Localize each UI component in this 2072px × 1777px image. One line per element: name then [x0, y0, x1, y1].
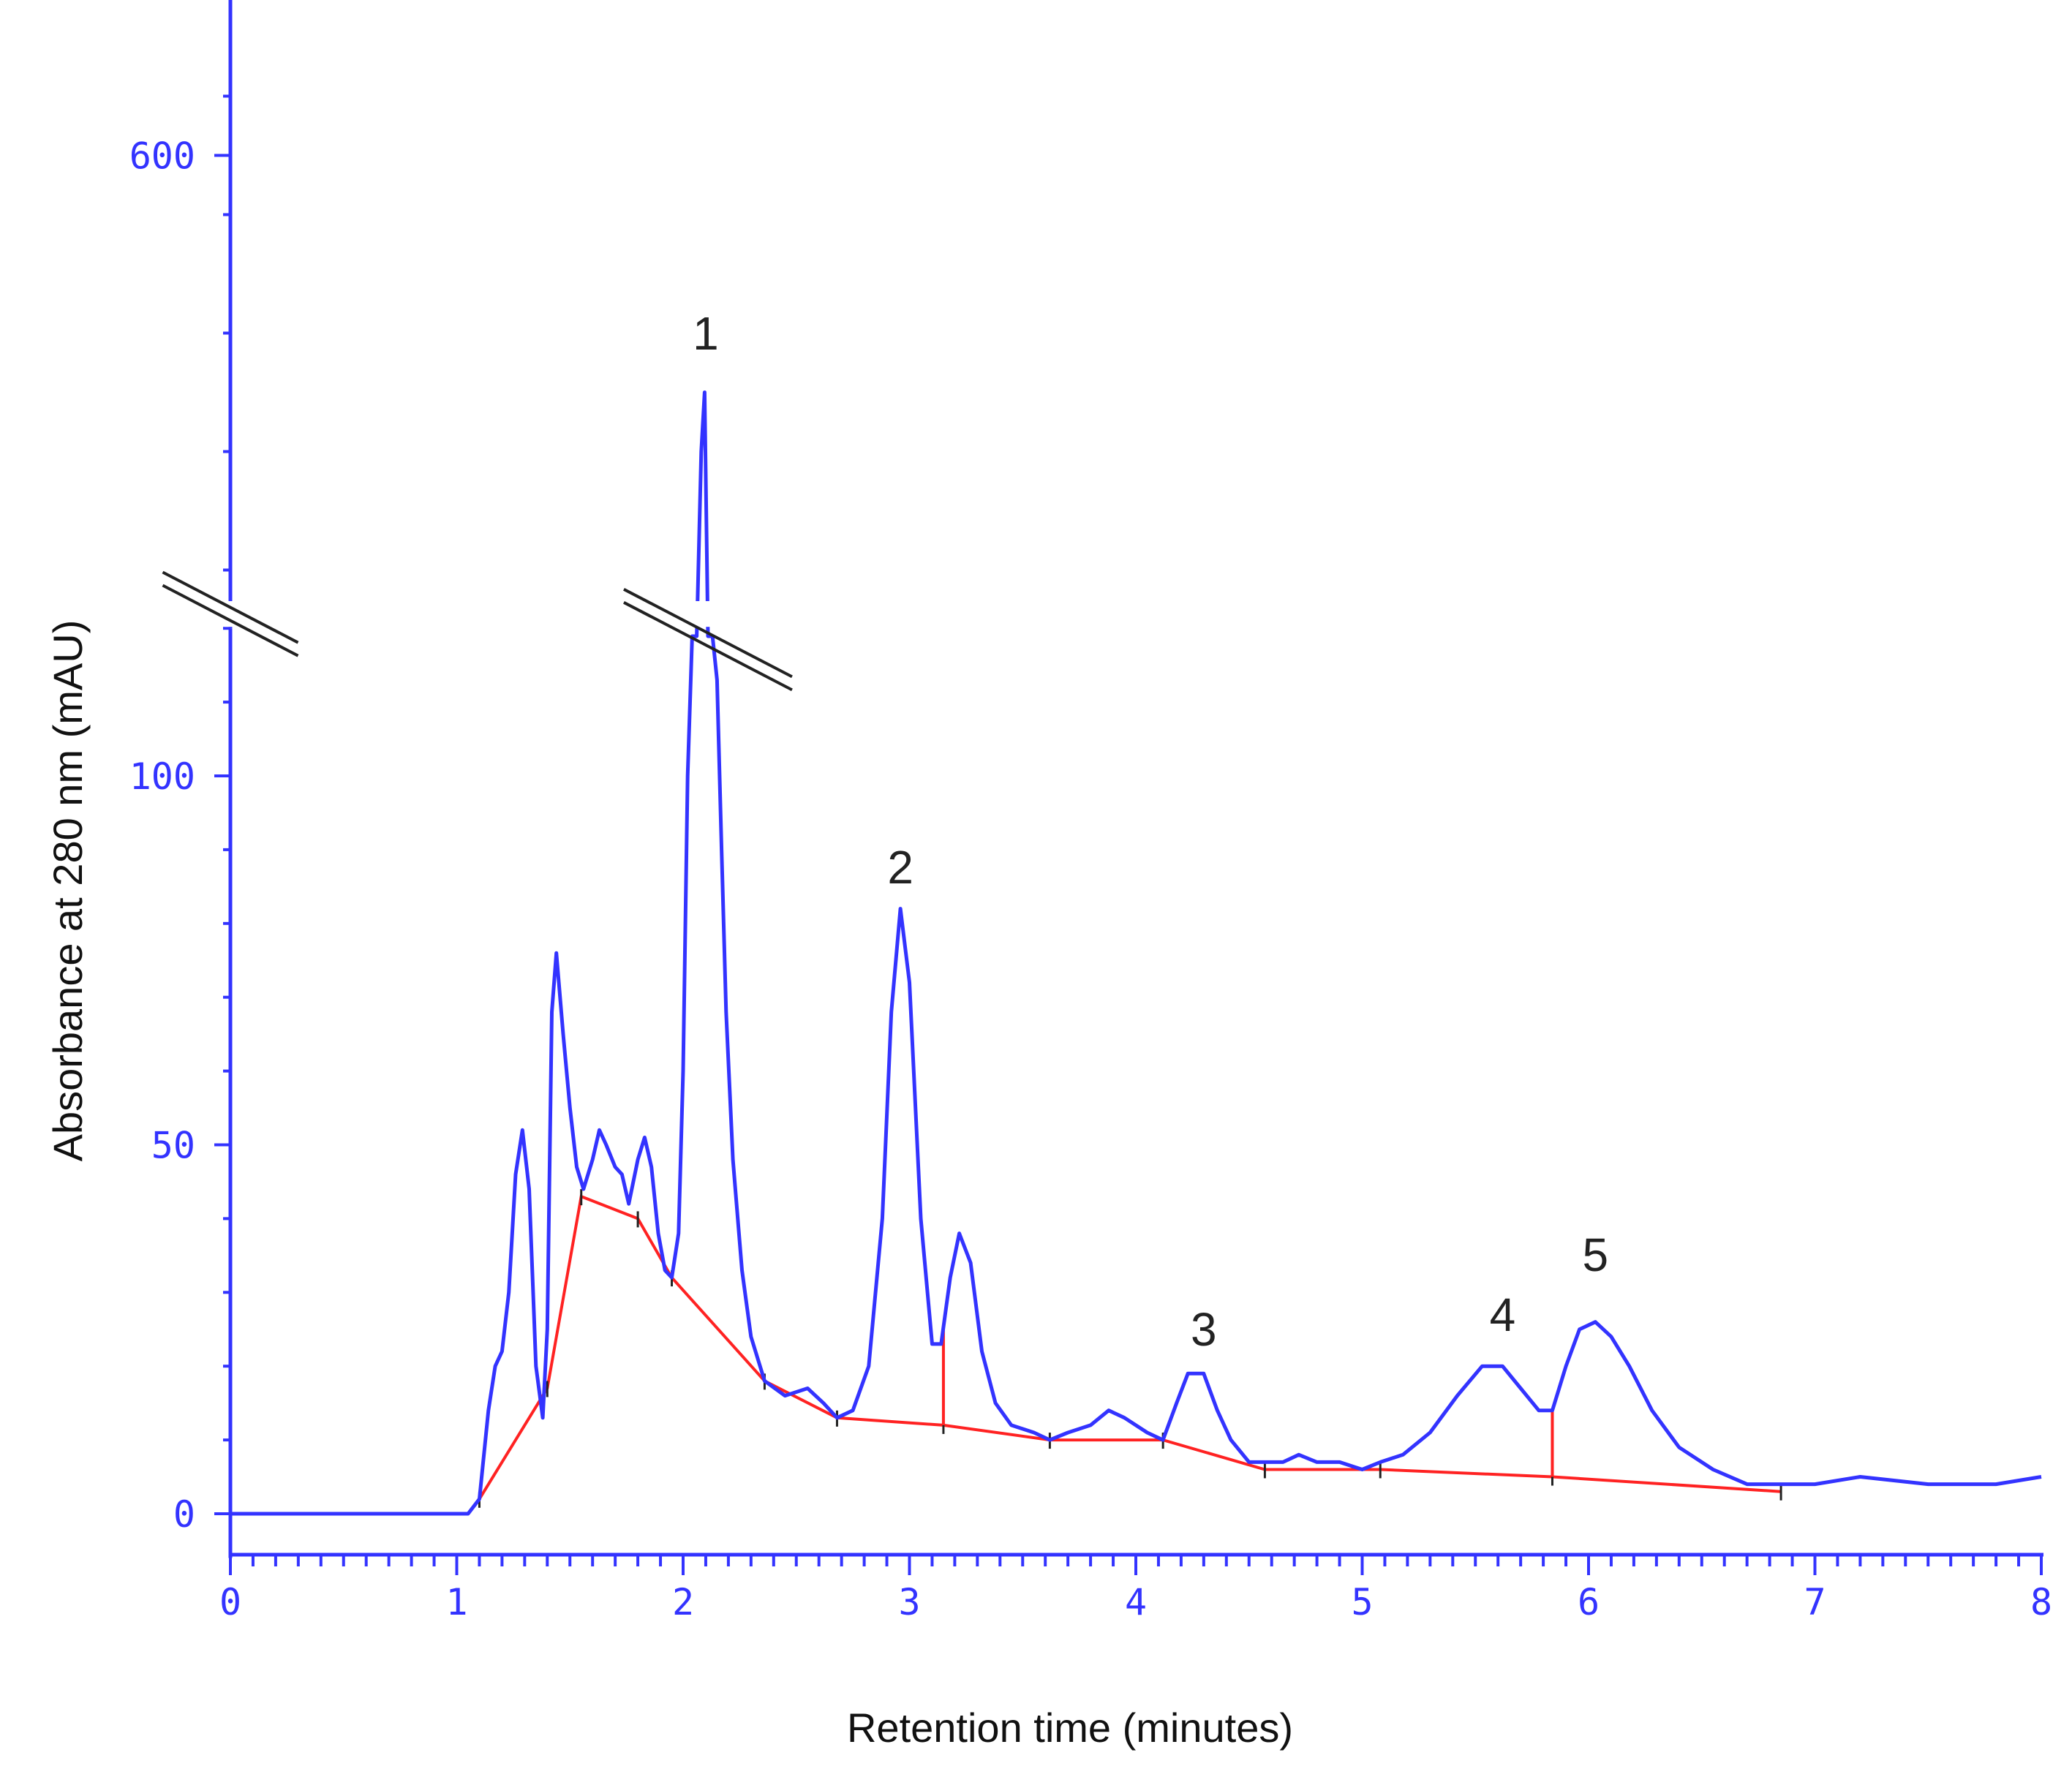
y-tick-label: 50	[151, 1125, 195, 1167]
x-tick-label: 6	[1578, 1581, 1600, 1623]
x-tick-label: 8	[2030, 1581, 2052, 1623]
labels-group: 1 2 3 4 5	[693, 307, 1608, 1356]
peak-number-label: 5	[1582, 1229, 1608, 1281]
x-tick-label: 4	[1125, 1581, 1147, 1623]
x-tick-label: 3	[898, 1581, 920, 1623]
peak-number-label: 4	[1490, 1289, 1516, 1341]
signal-layer	[230, 391, 2042, 1516]
peak-number-label: 1	[693, 307, 719, 360]
peak-break-slash	[623, 601, 793, 692]
axis-break-marks	[162, 570, 793, 692]
peak-break-gap	[661, 601, 750, 627]
y-tick-label: 100	[129, 755, 195, 798]
y-axis-title: Absorbance at 280 nm (mAU)	[45, 620, 91, 1162]
chromatogram-trace	[230, 391, 2042, 1516]
peak-number-label: 3	[1191, 1303, 1217, 1356]
y-tick-label: 0	[173, 1493, 195, 1536]
x-tick-label: 2	[672, 1581, 694, 1623]
peak-number-label: 2	[887, 841, 913, 894]
y-axis-break-slash	[162, 570, 299, 644]
x-tick-label: 0	[219, 1581, 241, 1623]
y-axis-break-slash	[162, 584, 299, 657]
x-tick-label: 7	[1804, 1581, 1826, 1623]
y-tick-label: 600	[129, 135, 195, 178]
x-axis-title: Retention time (minutes)	[847, 1705, 1293, 1751]
peak-break-slash	[623, 588, 793, 679]
axes-group: 0 50 100 600 0 1 2 3 4 5 6 7 8	[129, 0, 2052, 1623]
x-tick-label: 1	[445, 1581, 467, 1623]
x-tick-label: 5	[1351, 1581, 1373, 1623]
